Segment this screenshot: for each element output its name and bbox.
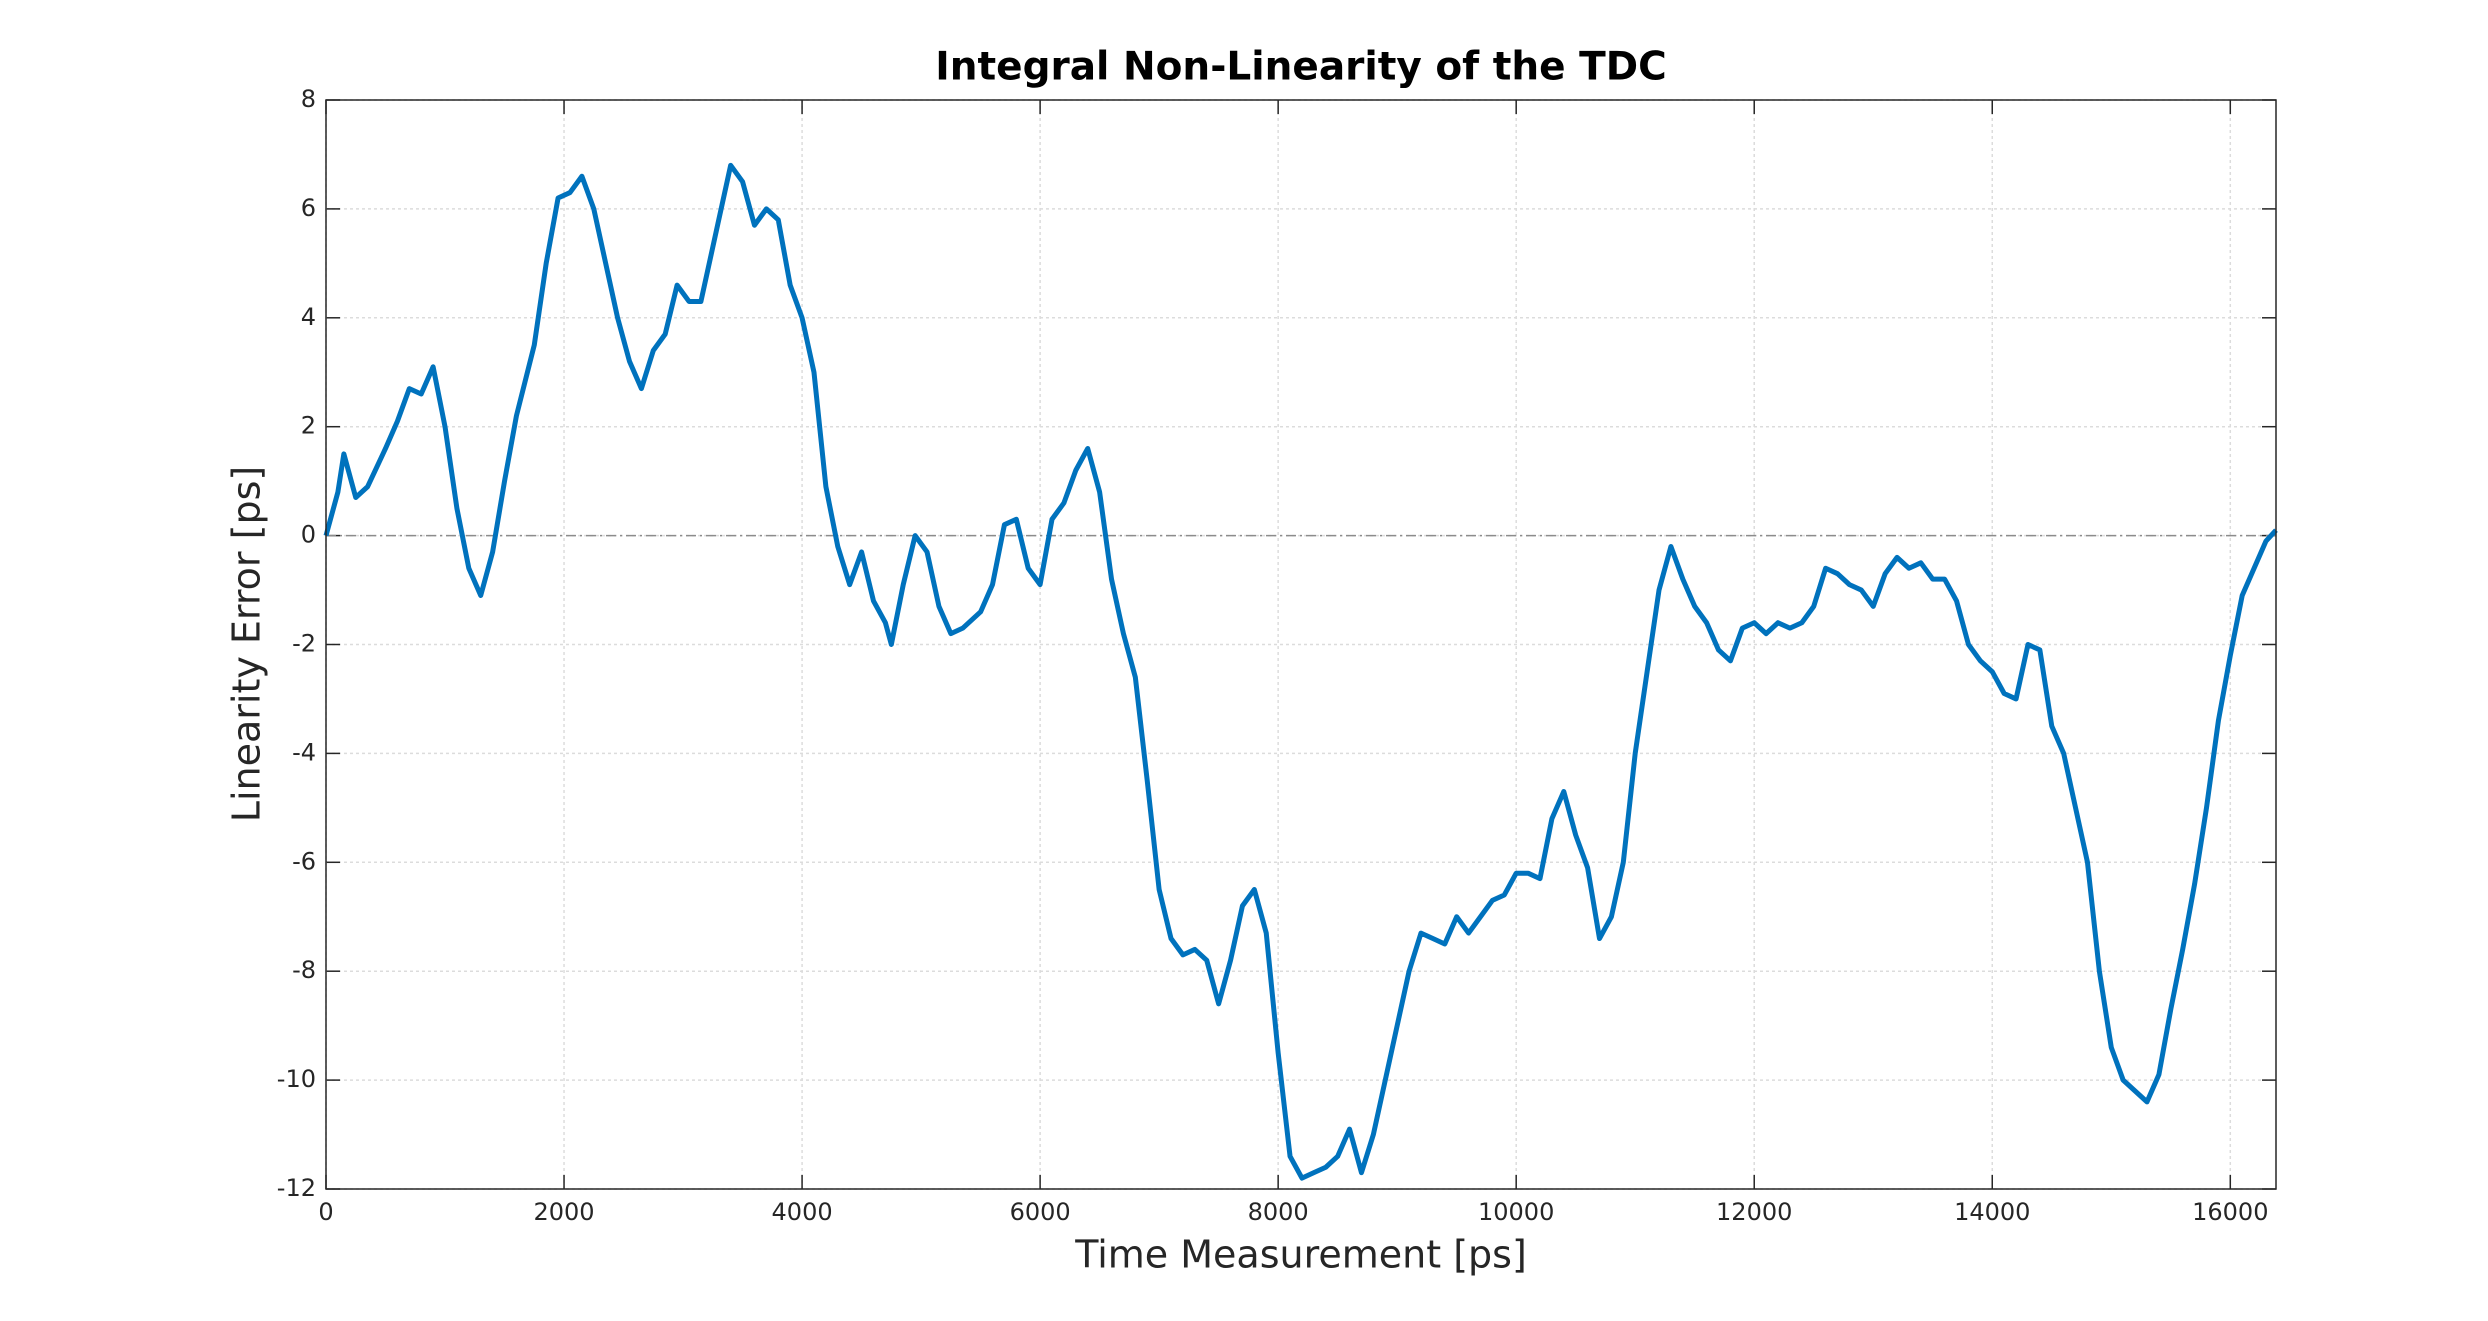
y-tick-label: -4 — [292, 738, 316, 766]
x-tick-label: 2000 — [533, 1198, 594, 1226]
y-axis-title: Linearity Error [ps] — [225, 466, 269, 822]
x-axis-title: Time Measurement [ps] — [1074, 1233, 1527, 1277]
y-tick-label: 6 — [301, 194, 316, 222]
y-tick-label: 0 — [301, 521, 316, 549]
plot-frame — [325, 99, 2277, 1190]
x-tick-label: 10000 — [1478, 1198, 1554, 1226]
y-tick-label: 2 — [301, 412, 316, 440]
x-tick-label: 4000 — [772, 1198, 833, 1226]
y-tick-label: 8 — [301, 85, 316, 113]
y-tick-label: -8 — [292, 956, 316, 984]
x-tick-label: 8000 — [1248, 1198, 1309, 1226]
y-tick-label: -12 — [277, 1174, 316, 1202]
x-tick-label: 16000 — [2192, 1198, 2268, 1226]
x-tick-label: 6000 — [1010, 1198, 1071, 1226]
y-tick-label: 4 — [301, 303, 316, 331]
x-tick-label: 12000 — [1716, 1198, 1792, 1226]
y-tick-label: -2 — [292, 630, 316, 658]
chart-title: Integral Non-Linearity of the TDC — [935, 45, 1667, 90]
x-tick-label: 0 — [318, 1198, 333, 1226]
y-tick-label: -6 — [292, 847, 316, 875]
data-line — [323, 162, 2278, 1181]
y-tick-label: -10 — [277, 1065, 316, 1093]
x-tick-label: 14000 — [1954, 1198, 2030, 1226]
